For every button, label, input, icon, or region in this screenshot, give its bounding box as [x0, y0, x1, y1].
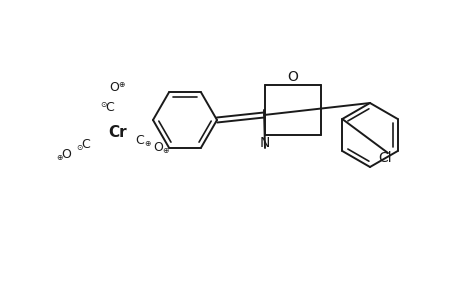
Text: O: O — [61, 148, 71, 160]
Text: ⊕: ⊕ — [162, 146, 168, 154]
Text: ⊕: ⊕ — [144, 139, 150, 148]
Text: C: C — [135, 134, 144, 146]
Text: ⊕: ⊕ — [56, 152, 62, 161]
Text: ⊙: ⊙ — [100, 100, 106, 109]
Text: O: O — [109, 80, 119, 94]
Text: C: C — [81, 137, 90, 151]
Text: Cr: Cr — [108, 124, 127, 140]
Text: ⊕: ⊕ — [118, 80, 124, 88]
Text: O: O — [153, 140, 162, 154]
Text: C: C — [106, 100, 114, 113]
Text: N: N — [259, 136, 269, 150]
Text: Cl: Cl — [377, 151, 391, 165]
Text: ⊙: ⊙ — [76, 142, 82, 152]
Text: O: O — [287, 70, 298, 84]
